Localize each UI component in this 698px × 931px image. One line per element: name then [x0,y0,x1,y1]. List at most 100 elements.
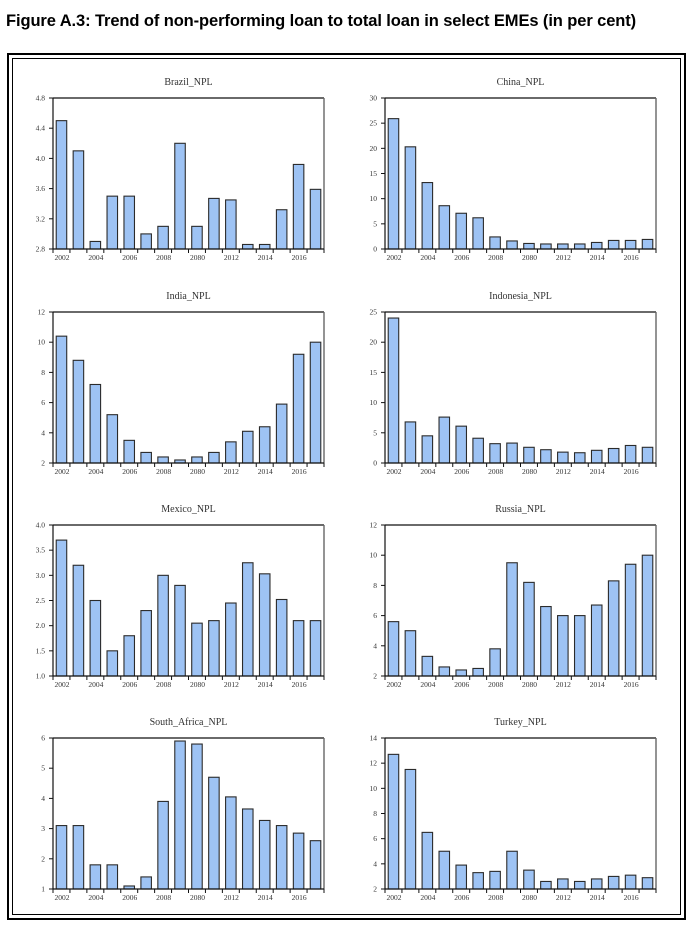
bar-2012 [557,878,569,890]
y-tick-label: 4 [373,859,377,868]
x-tick-label: 2014 [590,253,605,262]
bar-2015 [275,403,288,464]
y-tick-label: 4.0 [36,521,46,530]
x-tick-label: 2012 [224,467,239,476]
x-tick-label: 2002 [55,253,70,262]
x-tick-label: 2004 [420,253,435,262]
x-tick-label: 2006 [454,467,469,476]
x-tick-label: 2014 [590,893,605,902]
x-tick-label: 2006 [454,680,469,689]
x-tick-label: 2008 [488,680,503,689]
y-tick-label: 15 [370,169,378,178]
bar-2004 [421,655,434,677]
figure-title: Figure A.3: Trend of non-performing loan… [6,12,637,30]
x-tick-label: 2008 [488,253,503,262]
bar-2010 [191,622,203,677]
chart-title: India_NPL [166,291,210,302]
bar-2007 [472,437,484,464]
y-tick-label: 20 [370,144,378,153]
y-tick-label: 3.2 [36,214,46,223]
x-tick-label: 2002 [387,253,402,262]
x-tick-label: 2014 [590,680,605,689]
bar-2009 [506,442,518,464]
bar-2002 [55,825,68,890]
x-tick-label: 2004 [88,893,103,902]
x-tick-label: 2016 [624,253,639,262]
bar-2007 [140,233,152,250]
y-tick-label: 3 [41,824,45,833]
y-tick-label: 1 [41,885,45,894]
bar-2003 [404,146,417,250]
y-tick-label: 5 [41,764,45,773]
bar-2012 [225,199,237,250]
bar-2008 [489,443,501,464]
bar-2017 [309,341,322,464]
bar-2016 [292,163,305,250]
bar-2006 [123,635,136,677]
bar-2003 [72,150,85,250]
bar-2005 [106,195,119,250]
figure-frame-outer [7,53,686,920]
bar-2014 [590,604,603,677]
bar-2007 [140,451,152,464]
y-tick-label: 6 [373,611,377,620]
x-tick-label: 2008 [156,680,171,689]
bar-2004 [89,240,102,250]
bar-2003 [72,564,85,677]
y-tick-label: 5 [373,428,377,437]
x-tick-label: 2016 [624,467,639,476]
bar-2015 [607,580,620,677]
x-tick-label: 2008 [156,893,171,902]
chart-title: South_Africa_NPL [150,717,228,728]
x-tick-label: 2014 [258,893,273,902]
bar-2010 [191,225,203,250]
y-tick-label: 6 [41,734,45,743]
chart-title: Russia_NPL [495,504,546,515]
bar-2011 [540,605,552,677]
x-tick-label: 2080 [522,680,537,689]
bar-2007 [140,610,152,677]
y-tick-label: 4.0 [36,154,46,163]
bar-2005 [438,416,451,464]
x-tick-label: 2012 [556,893,571,902]
x-tick-label: 2016 [292,680,307,689]
bar-2008 [489,236,501,250]
y-tick-label: 10 [38,338,46,347]
bar-2014 [258,426,271,464]
bar-2010 [191,456,203,464]
chart-title: Mexico_NPL [161,504,215,515]
y-tick-label: 4.4 [36,124,46,133]
bar-2017 [309,188,322,250]
y-tick-label: 10 [370,398,378,407]
y-tick-label: 8 [373,809,377,818]
x-tick-label: 2080 [190,893,205,902]
x-tick-label: 2002 [55,893,70,902]
x-tick-label: 2016 [624,893,639,902]
y-tick-label: 8 [373,581,377,590]
y-tick-label: 10 [370,551,378,560]
x-tick-label: 2008 [488,893,503,902]
bar-2010 [523,581,535,677]
bar-2013 [241,243,254,250]
y-tick-label: 3.0 [36,571,46,580]
bar-2010 [523,242,535,250]
bar-2012 [225,796,237,890]
bar-2006 [455,864,468,890]
x-tick-label: 2080 [522,253,537,262]
y-tick-label: 0 [373,245,377,254]
x-tick-label: 2012 [224,893,239,902]
x-tick-label: 2016 [292,467,307,476]
bar-2017 [309,840,322,890]
y-tick-label: 2.0 [36,621,46,630]
y-tick-label: 25 [370,308,378,317]
bar-2017 [641,446,654,464]
x-tick-label: 2012 [556,680,571,689]
bar-2012 [557,243,569,250]
bar-2011 [540,243,552,250]
bar-2016 [624,563,637,677]
x-tick-label: 2006 [454,253,469,262]
x-tick-label: 2008 [156,253,171,262]
bar-2016 [292,832,305,890]
bar-2008 [157,456,169,464]
x-tick-label: 2014 [258,680,273,689]
